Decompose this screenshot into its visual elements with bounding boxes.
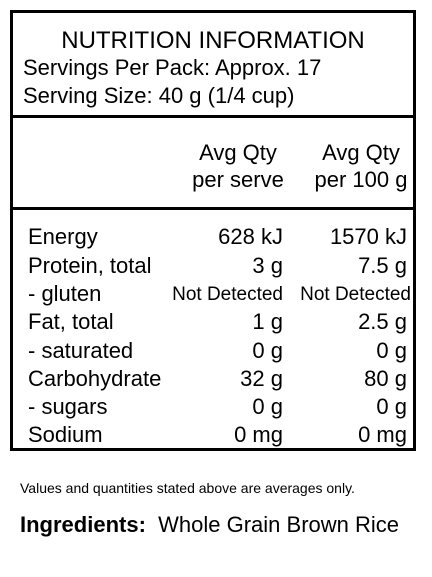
row-carbohydrate-per-serve: 32 g: [240, 366, 283, 391]
row-saturated-per-serve: 0 g: [252, 338, 283, 363]
serving-size: Serving Size: 40 g (1/4 cup): [23, 83, 295, 108]
row-label-carbohydrate: Carbohydrate: [28, 366, 162, 391]
row-label-fat: Fat, total: [28, 309, 114, 334]
row-protein-per-100g: 7.5 g: [358, 253, 407, 278]
row-label-saturated: - saturated: [28, 338, 134, 363]
row-fat-per-100g: 2.5 g: [358, 309, 407, 334]
ingredients-label: Ingredients:: [20, 512, 146, 537]
row-label-sugars: - sugars: [28, 394, 108, 419]
row-saturated-per-100g: 0 g: [376, 338, 407, 363]
servings-per-pack: Servings Per Pack: Approx. 17: [23, 55, 322, 80]
row-protein-per-serve: 3 g: [252, 253, 283, 278]
panel-title: NUTRITION INFORMATION: [61, 27, 365, 54]
row-carbohydrate-per-100g: 80 g: [364, 366, 407, 391]
averages-footnote: Values and quantities stated above are a…: [20, 480, 355, 496]
row-label-energy: Energy: [28, 224, 98, 249]
row-fat-per-serve: 1 g: [252, 309, 283, 334]
column-headers: Avg Qty per serve Avg Qty per 100 g: [13, 118, 413, 210]
row-gluten-per-100g: Not Detected: [300, 284, 411, 305]
ingredients-section: Ingredients: Whole Grain Brown Rice: [20, 510, 420, 539]
row-sugars-per-100g: 0 g: [376, 394, 407, 419]
col-per-100g-line2: per 100 g: [314, 167, 408, 192]
row-label-gluten: - gluten: [28, 281, 102, 306]
row-sugars-per-serve: 0 g: [252, 394, 283, 419]
row-label-protein: Protein, total: [28, 253, 152, 278]
panel-header: NUTRITION INFORMATION Servings Per Pack:…: [13, 13, 413, 118]
col-per-serve-line1: Avg Qty: [199, 140, 277, 165]
row-energy-per-100g: 1570 kJ: [329, 224, 407, 249]
row-energy-per-serve: 628 kJ: [218, 224, 283, 249]
nutrition-panel: NUTRITION INFORMATION Servings Per Pack:…: [10, 10, 416, 451]
col-per-100g-line1: Avg Qty: [322, 140, 400, 165]
ingredients-text: Whole Grain Brown Rice: [158, 512, 400, 537]
row-gluten-per-serve: Not Detected: [172, 284, 283, 305]
row-label-sodium: Sodium: [28, 422, 103, 447]
row-sodium-per-serve: 0 mg: [234, 422, 283, 447]
col-per-serve-line2: per serve: [192, 167, 284, 192]
row-sodium-per-100g: 0 mg: [358, 422, 407, 447]
